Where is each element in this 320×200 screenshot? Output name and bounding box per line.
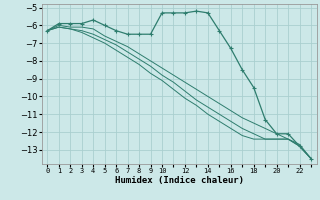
X-axis label: Humidex (Indice chaleur): Humidex (Indice chaleur) [115,176,244,185]
